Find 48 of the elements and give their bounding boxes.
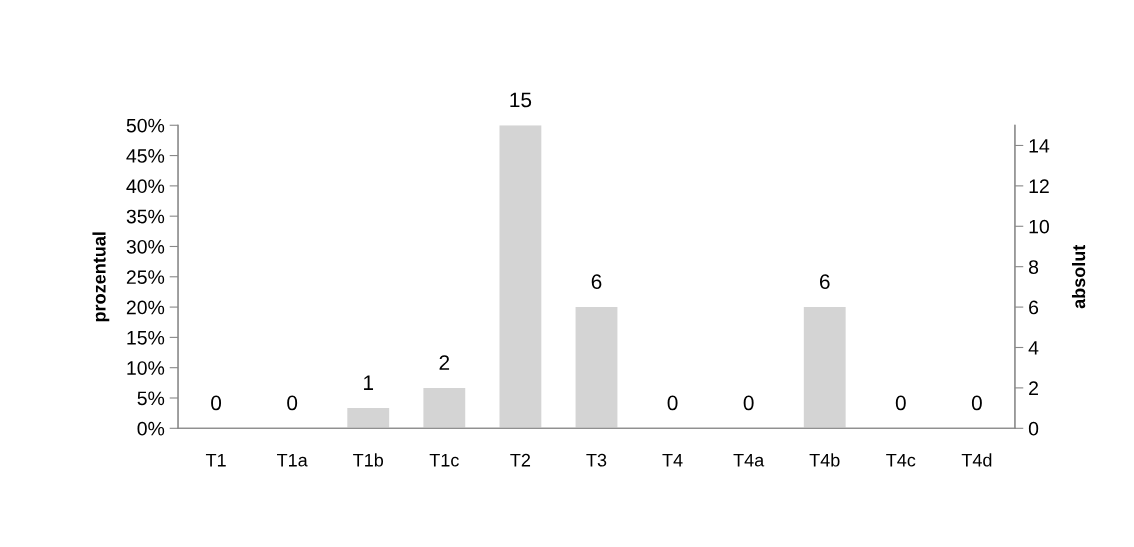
y-axis-title: prozentual: [92, 232, 110, 322]
x-tick-label: T1b: [353, 453, 384, 467]
y2-tick-label: 6: [1029, 300, 1039, 315]
x-tick-label: T4c: [886, 453, 916, 467]
y-tick-label: 20%: [126, 300, 165, 315]
x-tick-label: T1c: [429, 453, 459, 467]
bar: [423, 387, 466, 429]
y-tick-label: 25%: [126, 270, 165, 285]
data-label: 6: [591, 274, 602, 290]
bar: [575, 307, 618, 429]
x-tick-label: T4: [662, 453, 683, 467]
y-tick-label: 0%: [137, 421, 165, 436]
x-tick-label: T4a: [733, 453, 765, 467]
data-label: 0: [211, 395, 222, 411]
data-label: 0: [667, 395, 678, 411]
y-tick-label: 10%: [127, 361, 165, 375]
y-tick-label: 15%: [127, 330, 165, 345]
data-label: 15: [510, 92, 532, 108]
bar: [803, 307, 846, 429]
y-tick-label: 40%: [126, 179, 165, 194]
data-label: 0: [743, 395, 754, 411]
x-tick-label: T1: [205, 453, 226, 467]
data-label: 0: [971, 395, 982, 411]
y-tick-label: 5%: [137, 391, 165, 406]
y2-tick-label: 12: [1029, 179, 1049, 193]
y2-tick-label: 4: [1028, 341, 1039, 355]
x-tick-label: T1a: [277, 453, 308, 467]
y-tick-label: 35%: [126, 209, 165, 224]
data-label: 1: [364, 375, 374, 390]
y2-tick-label: 10: [1029, 219, 1049, 234]
y2-tick-label: 8: [1028, 260, 1039, 274]
bar: [499, 125, 542, 429]
y-tick-label: 50%: [126, 118, 165, 133]
y2-tick-label: 0: [1028, 421, 1039, 436]
data-label: 0: [287, 395, 298, 411]
data-label: 0: [895, 395, 906, 411]
data-label: 2: [439, 355, 450, 370]
y-tick-label: 30%: [126, 239, 165, 254]
data-label: 6: [819, 274, 830, 290]
y-tick-label: 45%: [126, 149, 165, 163]
y2-tick-label: 14: [1029, 139, 1050, 153]
y2-axis-title: absolut: [1071, 244, 1086, 309]
x-tick-label: T4d: [961, 453, 992, 467]
x-tick-label: T2: [510, 453, 531, 467]
x-tick-label: T4b: [809, 453, 840, 467]
x-tick-label: T3: [586, 453, 607, 467]
bar: [347, 408, 390, 429]
y2-tick-label: 2: [1029, 381, 1038, 395]
